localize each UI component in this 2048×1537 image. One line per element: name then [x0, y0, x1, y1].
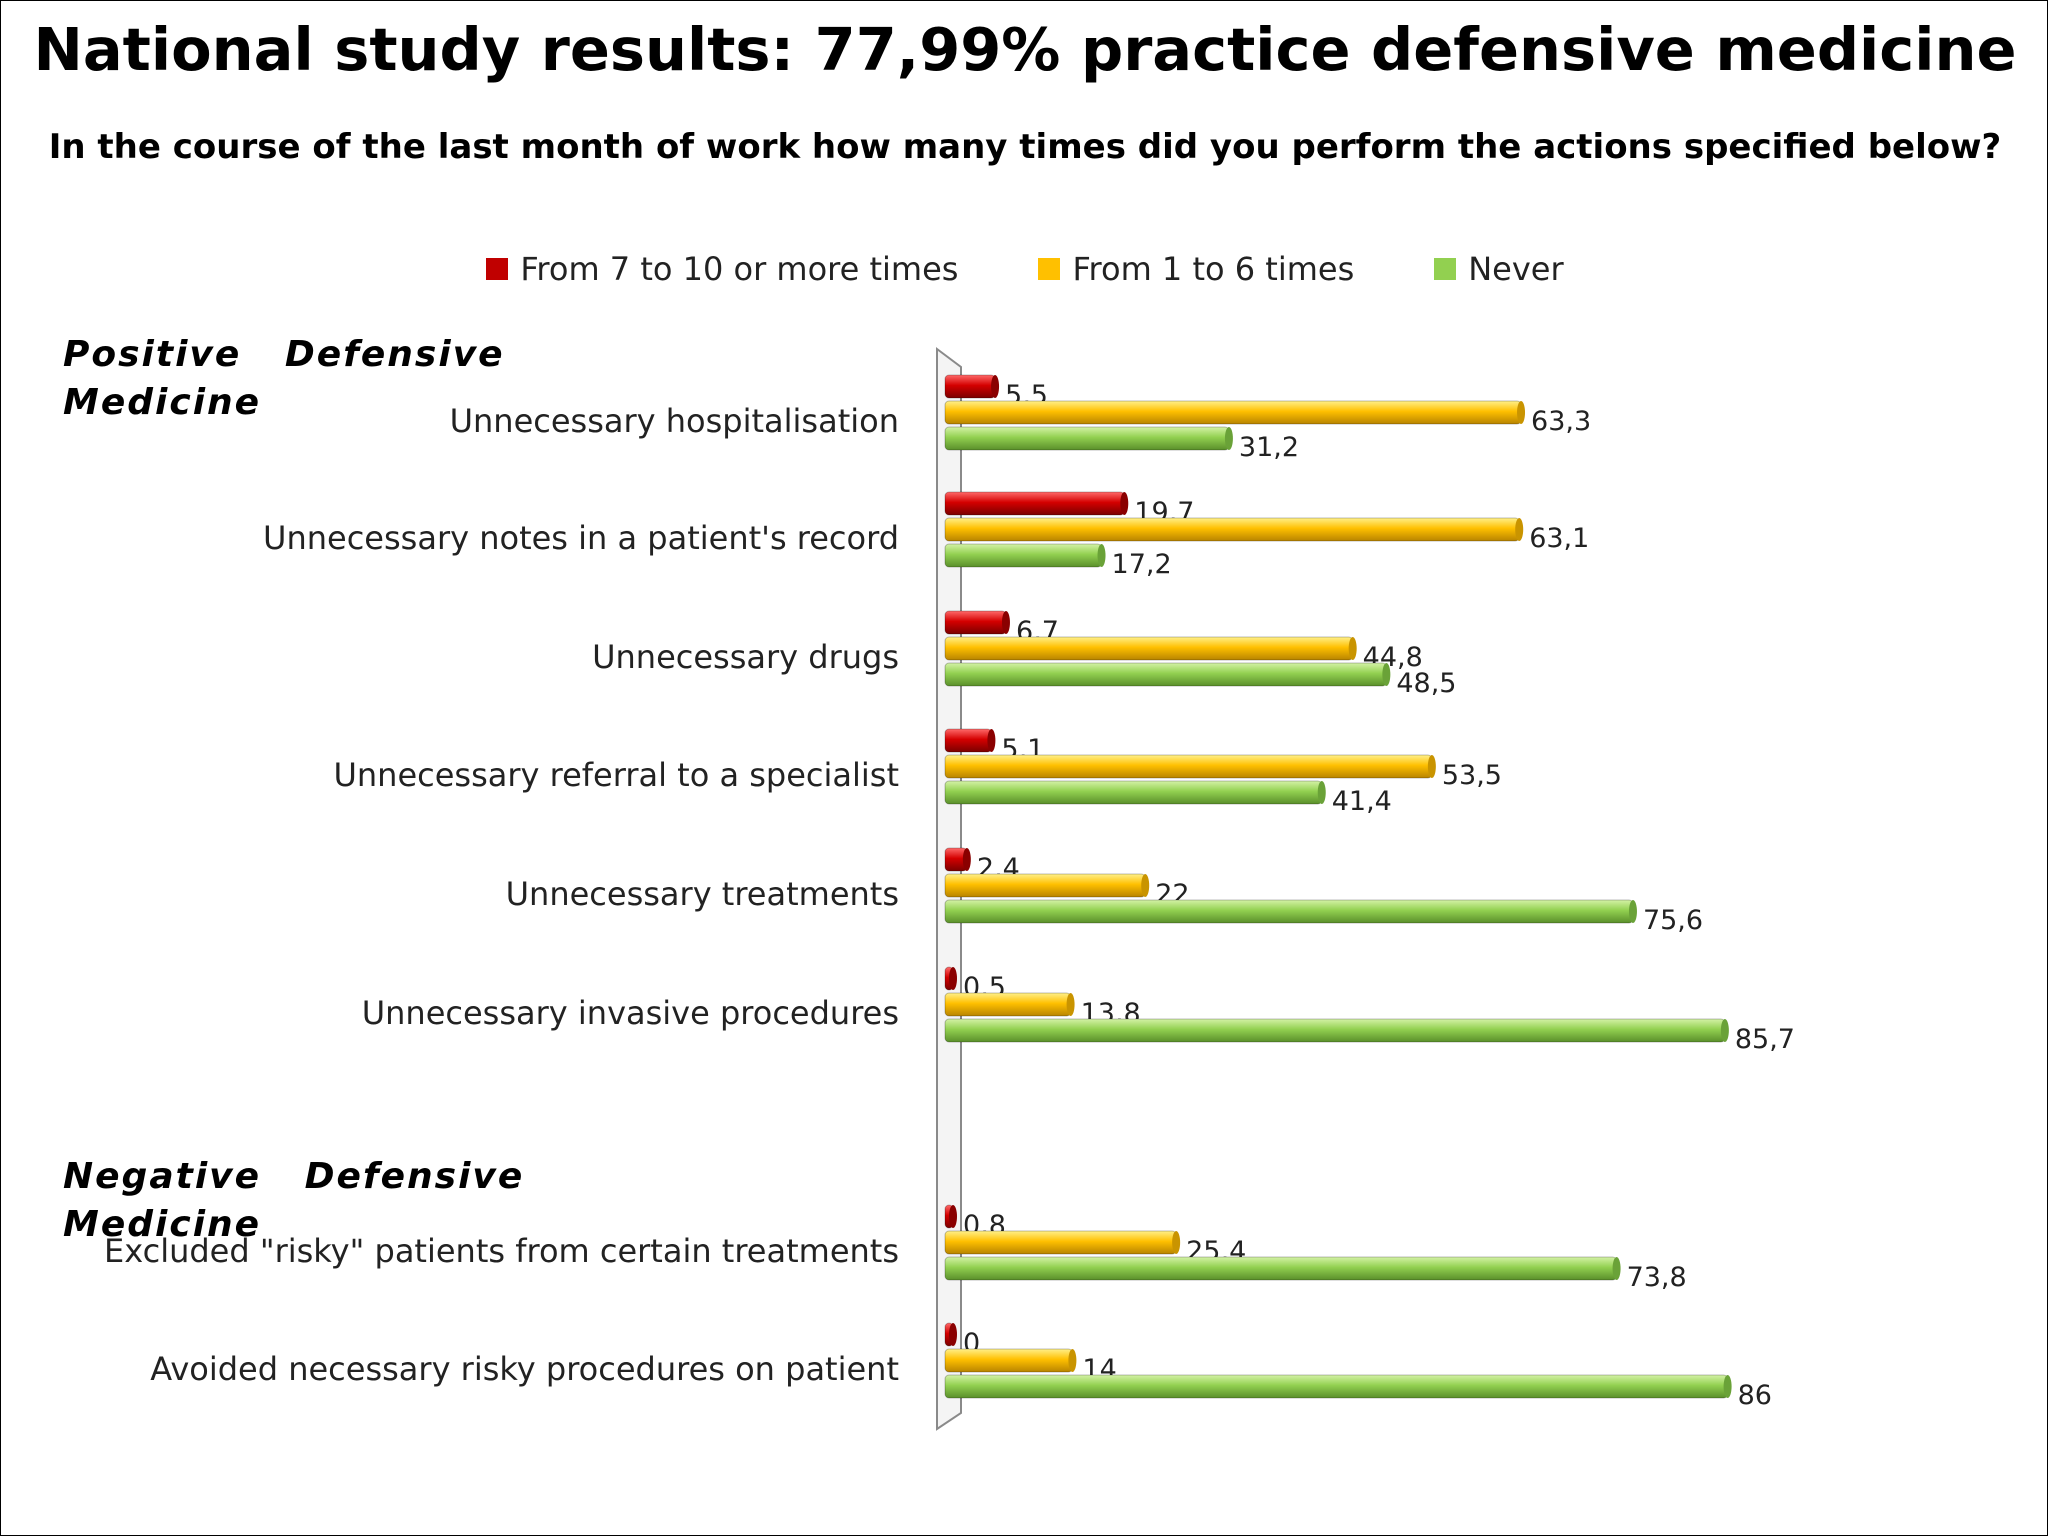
value-label-never-2: 48,5: [1396, 668, 1456, 699]
legend: From 7 to 10 or more times From 1 to 6 t…: [1, 247, 2048, 291]
value-label-never-0: 31,2: [1239, 432, 1299, 463]
bar-mid-0: [944, 400, 1522, 425]
value-label-never-4: 75,6: [1643, 905, 1703, 936]
bar-end-never-2: [1382, 663, 1391, 686]
bar-end-mid-2: [1348, 637, 1357, 660]
bar-end-high-4: [962, 848, 971, 871]
group-label-negative-line2: Medicine: [63, 1204, 262, 1245]
legend-item-high: From 7 to 10 or more times: [486, 250, 958, 288]
bar-end-never-5: [1720, 1019, 1729, 1042]
bar-end-mid-5: [1066, 993, 1075, 1016]
bar-high-3: [944, 728, 992, 753]
bar-never-7: [944, 1374, 1729, 1399]
value-label-never-3: 41,4: [1332, 786, 1392, 817]
category-label-1: Unnecessary notes in a patient's record: [263, 519, 899, 557]
bar-end-never-6: [1612, 1257, 1621, 1280]
bar-mid-6: [944, 1230, 1177, 1255]
legend-label-high: From 7 to 10 or more times: [520, 250, 959, 288]
bar-mid-5: [944, 992, 1072, 1017]
bar-end-high-2: [1001, 611, 1010, 634]
value-label-mid-3: 53,5: [1442, 760, 1502, 791]
bar-end-mid-4: [1141, 874, 1150, 897]
bar-end-high-7: [949, 1323, 957, 1346]
category-label-4: Unnecessary treatments: [506, 875, 899, 913]
category-label-5: Unnecessary invasive procedures: [362, 994, 899, 1032]
bar-mid-7: [944, 1348, 1073, 1373]
value-label-never-6: 73,8: [1627, 1262, 1687, 1293]
bar-end-never-1: [1097, 544, 1106, 567]
bar-mid-4: [944, 873, 1146, 898]
category-label-3: Unnecessary referral to a specialist: [333, 756, 899, 794]
bar-mid-2: [944, 636, 1354, 661]
bar-high-2: [944, 610, 1007, 635]
legend-label-mid: From 1 to 6 times: [1072, 250, 1355, 288]
legend-swatch-mid: [1038, 258, 1061, 280]
legend-item-mid: From 1 to 6 times: [1038, 250, 1354, 288]
bar-high-0: [944, 374, 996, 399]
bar-end-mid-1: [1515, 518, 1524, 541]
group-label-negative: Negative Defensive Medicine: [63, 1153, 524, 1249]
group-label-positive-line2: Medicine: [63, 382, 262, 423]
bar-end-mid-0: [1517, 401, 1526, 424]
legend-swatch-never: [1434, 258, 1457, 280]
bar-high-1: [944, 491, 1125, 516]
value-label-mid-0: 63,3: [1531, 406, 1591, 437]
category-label-0: Unnecessary hospitalisation: [450, 402, 899, 440]
bar-end-never-0: [1224, 427, 1233, 450]
legend-swatch-high: [486, 258, 509, 280]
value-label-never-5: 85,7: [1735, 1024, 1795, 1055]
bar-end-high-6: [949, 1205, 957, 1228]
bar-never-6: [944, 1256, 1618, 1281]
group-label-negative-line1: Negative Defensive: [63, 1156, 525, 1197]
value-label-never-1: 17,2: [1112, 549, 1172, 580]
bar-end-mid-6: [1172, 1231, 1181, 1254]
bar-end-never-7: [1723, 1375, 1732, 1398]
bar-end-high-5: [949, 967, 957, 990]
bar-never-4: [944, 899, 1634, 924]
legend-item-never: Never: [1434, 250, 1564, 288]
bar-end-high-1: [1120, 492, 1129, 515]
value-label-never-7: 86: [1738, 1380, 1772, 1411]
bar-end-mid-7: [1068, 1349, 1077, 1372]
group-label-positive: Positive Defensive Medicine: [63, 331, 505, 427]
legend-label-never: Never: [1468, 250, 1564, 288]
bar-never-2: [944, 662, 1387, 687]
bar-end-mid-3: [1427, 755, 1436, 778]
bar-mid-1: [944, 517, 1520, 542]
bar-never-5: [944, 1018, 1726, 1043]
chart-subtitle: In the course of the last month of work …: [48, 127, 2002, 167]
bar-end-high-3: [987, 729, 996, 752]
chart-title: National study results: 77,99% practice …: [33, 15, 2017, 84]
bar-end-high-0: [991, 375, 1000, 398]
category-label-2: Unnecessary drugs: [592, 638, 899, 676]
bar-end-never-3: [1317, 781, 1326, 804]
value-label-mid-1: 63,1: [1529, 523, 1589, 554]
bar-mid-3: [944, 754, 1433, 779]
bar-end-never-4: [1628, 900, 1637, 923]
category-label-7: Avoided necessary risky procedures on pa…: [150, 1350, 899, 1388]
bar-never-1: [944, 543, 1103, 568]
bar-never-0: [944, 426, 1230, 451]
category-label-6: Excluded "risky" patients from certain t…: [104, 1232, 899, 1270]
group-label-positive-line1: Positive Defensive: [63, 334, 505, 375]
bar-never-3: [944, 780, 1323, 805]
